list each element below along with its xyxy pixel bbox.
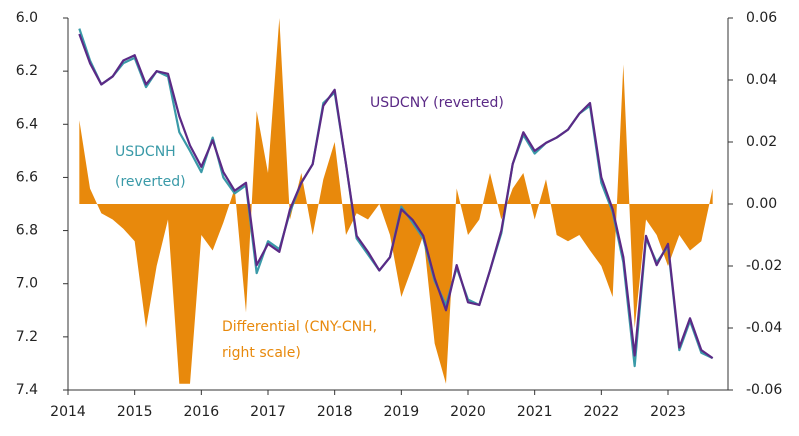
y-tick-label: 7.2 bbox=[16, 329, 38, 345]
y2-tick-label: 0.02 bbox=[746, 134, 777, 150]
y-tick-label: 7.4 bbox=[16, 382, 38, 398]
annotation: (reverted) bbox=[115, 174, 186, 190]
y2-tick-label: 0.00 bbox=[746, 196, 777, 212]
y2-tick-label: -0.04 bbox=[746, 320, 782, 336]
y-tick-label: 6.6 bbox=[16, 169, 38, 185]
x-tick-label: 2017 bbox=[250, 404, 286, 420]
y2-tick-label: 0.06 bbox=[746, 10, 777, 26]
y-tick-label: 6.4 bbox=[16, 116, 38, 132]
x-tick-label: 2021 bbox=[517, 404, 553, 420]
y2-tick-label: -0.02 bbox=[746, 258, 782, 274]
x-tick-label: 2018 bbox=[317, 404, 353, 420]
annotation: Differential (CNY-CNH, bbox=[222, 319, 377, 335]
x-tick-label: 2023 bbox=[650, 404, 686, 420]
y-tick-label: 6.2 bbox=[16, 63, 38, 79]
x-tick-label: 2019 bbox=[384, 404, 420, 420]
x-tick-label: 2014 bbox=[50, 404, 86, 420]
annotation: USDCNY (reverted) bbox=[370, 95, 504, 111]
y-tick-label: 6.8 bbox=[16, 223, 38, 239]
x-tick-label: 2016 bbox=[184, 404, 220, 420]
y2-tick-label: -0.06 bbox=[746, 382, 782, 398]
x-tick-label: 2022 bbox=[584, 404, 620, 420]
annotation: right scale) bbox=[222, 345, 301, 361]
x-tick-label: 2015 bbox=[117, 404, 153, 420]
differential-area bbox=[79, 18, 713, 384]
y-tick-label: 7.0 bbox=[16, 276, 38, 292]
y2-tick-label: 0.04 bbox=[746, 72, 777, 88]
x-tick-label: 2020 bbox=[450, 404, 486, 420]
line bbox=[78, 33, 714, 360]
annotation: USDCNH bbox=[115, 144, 176, 160]
y-tick-label: 6.0 bbox=[16, 10, 38, 26]
